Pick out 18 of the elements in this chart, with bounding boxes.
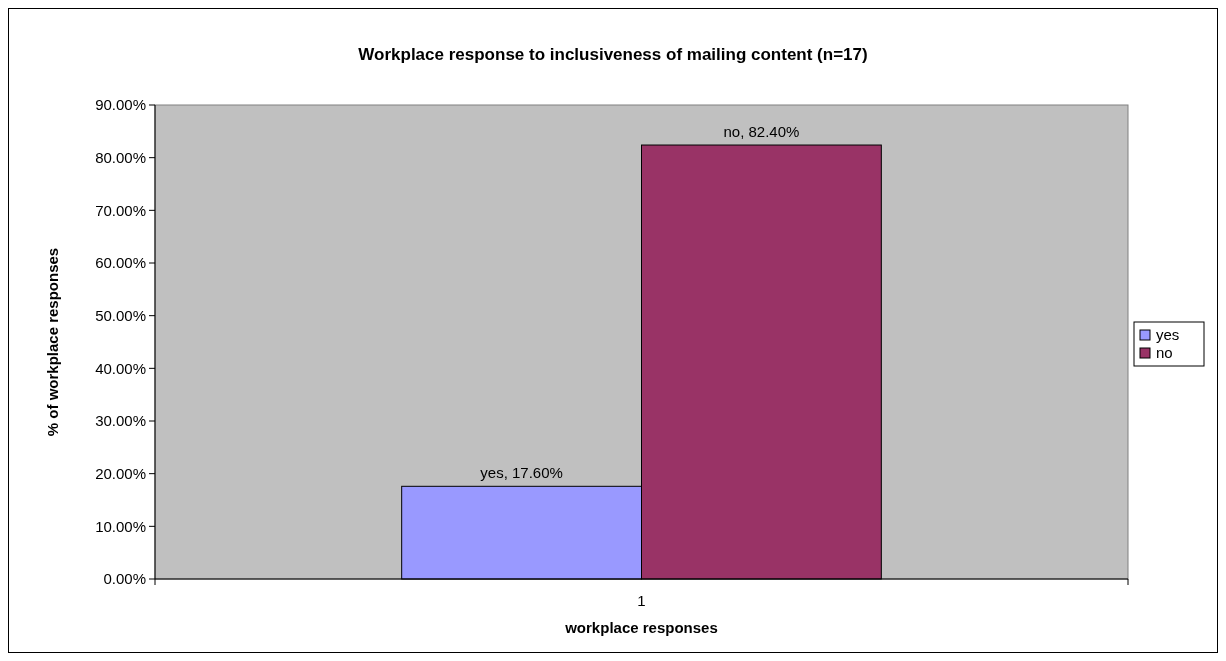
y-tick-label: 0.00% <box>103 570 146 588</box>
y-tick-label: 70.00% <box>95 201 146 219</box>
y-tick-label: 10.00% <box>95 517 146 535</box>
y-tick-label: 60.00% <box>95 254 146 272</box>
x-tick-label: 1 <box>637 592 646 609</box>
data-label: yes, 17.60% <box>480 464 563 482</box>
legend-label: no <box>1156 344 1173 362</box>
x-axis-title: workplace responses <box>564 619 718 636</box>
y-tick-label: 50.00% <box>95 306 146 324</box>
y-axis-title: % of workplace responses <box>44 247 61 437</box>
y-tick-label: 20.00% <box>95 464 146 482</box>
y-tick-label: 90.00% <box>95 96 146 114</box>
y-tick-label: 30.00% <box>95 412 146 430</box>
y-tick-label: 40.00% <box>95 359 146 377</box>
data-label: no, 82.40% <box>723 123 800 141</box>
y-tick-label: 80.00% <box>95 148 146 166</box>
legend-label: yes <box>1156 326 1180 344</box>
chart-title: Workplace response to inclusiveness of mailing content (n=17) <box>358 45 868 64</box>
